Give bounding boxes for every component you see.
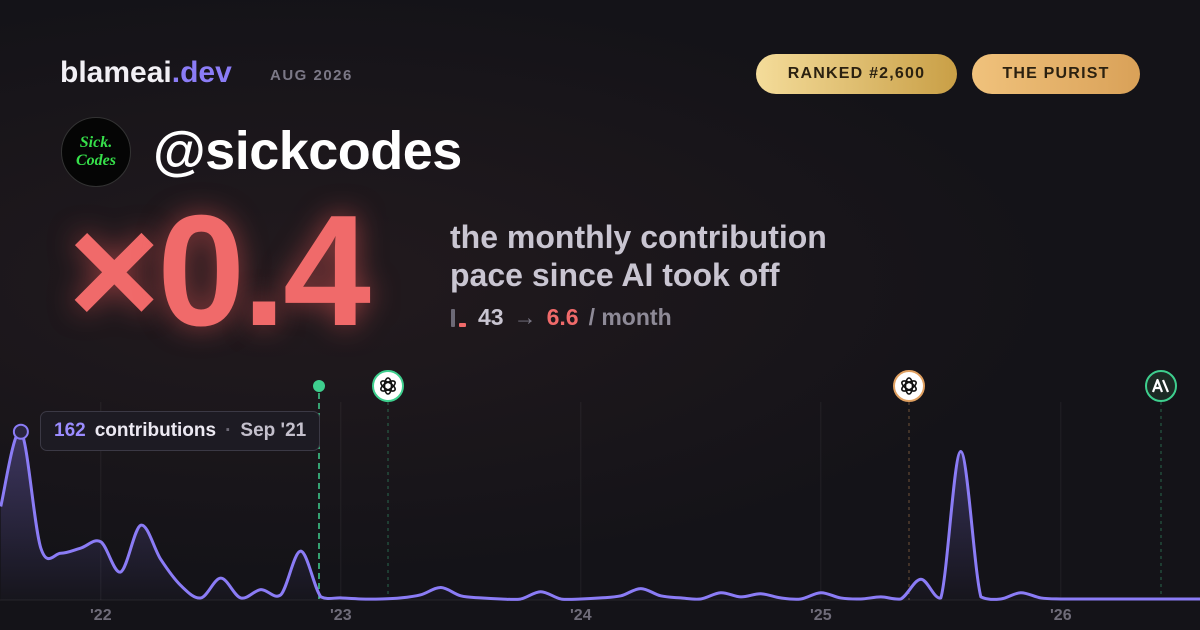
rank-badge: RANKED #2,600 [756, 54, 957, 94]
multiplier-value: 0.4 [157, 183, 371, 359]
pace-before: 43 [478, 304, 504, 330]
x-tick-label: '25 [810, 607, 832, 624]
anthropic-icon [1145, 370, 1177, 402]
highlight-point [12, 423, 29, 440]
description: the monthly contribution pace since AI t… [450, 219, 827, 293]
handle: @sickcodes [153, 121, 462, 181]
tooltip-separator: · [225, 420, 232, 441]
tooltip-date: Sep '21 [240, 420, 307, 441]
pace-after: 6.6 [546, 304, 579, 330]
x-tick-label: '24 [570, 607, 592, 624]
events [313, 370, 1177, 600]
date: AUG 2026 [270, 67, 353, 84]
openai-icon [372, 370, 404, 402]
tooltip-unit: contributions [94, 420, 217, 441]
x-tick-label: '22 [90, 607, 112, 624]
pace-unit: / month [588, 304, 672, 330]
x-tick-label: '26 [1050, 607, 1072, 624]
avatar: Sick. Codes [61, 117, 131, 187]
persona-badge: THE PURIST [972, 54, 1140, 94]
area [0, 431, 1200, 600]
bars-icon [451, 308, 466, 327]
line [0, 430, 1200, 601]
openai-icon [893, 370, 925, 402]
pace-stats: 43 → 6.6 / month [450, 304, 672, 331]
brand-name: blameai [60, 56, 172, 89]
tooltip-value: 162 [54, 420, 86, 441]
multiplier: ×0.4 [68, 183, 371, 359]
multiplier-sign: × [68, 183, 160, 359]
brand-tld: .dev [171, 56, 232, 89]
arrow: → [513, 304, 537, 330]
avatar-text: Codes [76, 152, 116, 169]
event-dot [313, 380, 325, 392]
brand: blameai.dev [60, 56, 232, 90]
avatar-text: Sick. [79, 134, 113, 151]
tooltip: 162 contributions · Sep '21 [40, 411, 321, 451]
plot [0, 423, 1200, 601]
x-tick-label: '23 [330, 607, 352, 624]
